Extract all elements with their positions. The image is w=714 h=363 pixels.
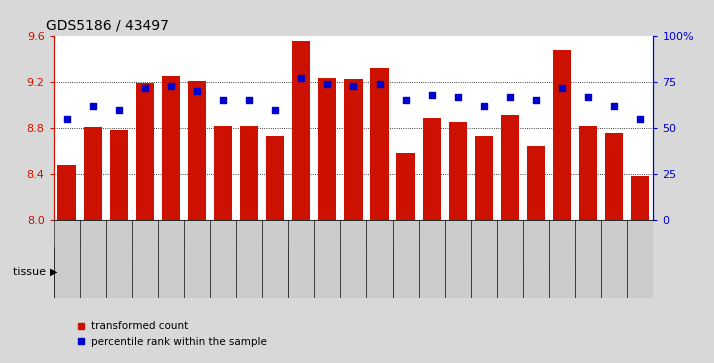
Bar	[158, 220, 184, 298]
Bar	[396, 153, 415, 220]
Point	[531, 98, 542, 103]
Bar	[423, 118, 441, 220]
Bar	[366, 220, 393, 298]
Bar	[371, 68, 388, 220]
Bar	[84, 127, 102, 220]
Bar	[627, 220, 653, 298]
Point	[426, 92, 438, 98]
Bar	[601, 220, 627, 298]
Point	[243, 98, 255, 103]
Point	[504, 94, 516, 100]
Bar	[110, 130, 128, 220]
Bar	[54, 247, 288, 298]
Bar	[501, 115, 519, 220]
Point	[269, 107, 281, 113]
Point	[321, 81, 333, 87]
Point	[478, 103, 490, 109]
Text: ▶: ▶	[50, 267, 58, 277]
Bar	[80, 220, 106, 298]
Bar	[54, 220, 80, 298]
Bar	[344, 79, 363, 220]
Point	[139, 85, 151, 90]
Bar	[475, 136, 493, 220]
Point	[452, 94, 463, 100]
Bar	[393, 220, 418, 298]
Legend: transformed count, percentile rank within the sample: transformed count, percentile rank withi…	[73, 317, 271, 351]
Bar	[184, 220, 210, 298]
Bar	[605, 132, 623, 220]
Bar	[240, 126, 258, 220]
Text: tissue: tissue	[14, 267, 50, 277]
Text: superficial temporal artery: superficial temporal artery	[458, 267, 588, 277]
Bar	[549, 220, 575, 298]
Text: GDS5186 / 43497: GDS5186 / 43497	[46, 19, 169, 33]
Point	[296, 76, 307, 81]
Bar	[136, 83, 154, 220]
Bar	[393, 247, 653, 298]
Text: ruptured intracranial aneurysm: ruptured intracranial aneurysm	[94, 267, 248, 277]
Bar	[292, 41, 311, 220]
Bar	[471, 220, 497, 298]
Bar	[631, 176, 650, 220]
Bar	[288, 220, 314, 298]
Bar	[418, 220, 445, 298]
Bar	[162, 76, 180, 220]
Point	[165, 83, 176, 89]
Bar	[106, 220, 132, 298]
Point	[556, 85, 568, 90]
Bar	[523, 220, 549, 298]
Bar	[188, 81, 206, 220]
Point	[583, 94, 594, 100]
Bar	[132, 220, 158, 298]
Bar	[214, 126, 232, 220]
Bar	[318, 78, 336, 220]
Point	[635, 116, 646, 122]
Point	[217, 98, 228, 103]
Bar	[266, 136, 284, 220]
Bar	[579, 126, 597, 220]
Point	[374, 81, 386, 87]
Bar	[314, 220, 341, 298]
Point	[191, 88, 203, 94]
Bar	[236, 220, 262, 298]
Point	[61, 116, 72, 122]
Bar	[288, 247, 393, 298]
Bar	[527, 146, 545, 220]
Bar	[575, 220, 601, 298]
Point	[87, 103, 99, 109]
Point	[113, 107, 124, 113]
Text: unruptured intracranial
aneurysm: unruptured intracranial aneurysm	[283, 261, 398, 283]
Bar	[497, 220, 523, 298]
Bar	[445, 220, 471, 298]
Bar	[262, 220, 288, 298]
Point	[608, 103, 620, 109]
Point	[348, 83, 359, 89]
Bar	[341, 220, 366, 298]
Bar	[553, 50, 571, 220]
Point	[400, 98, 411, 103]
Bar	[57, 164, 76, 220]
Bar	[210, 220, 236, 298]
Bar	[448, 122, 467, 220]
